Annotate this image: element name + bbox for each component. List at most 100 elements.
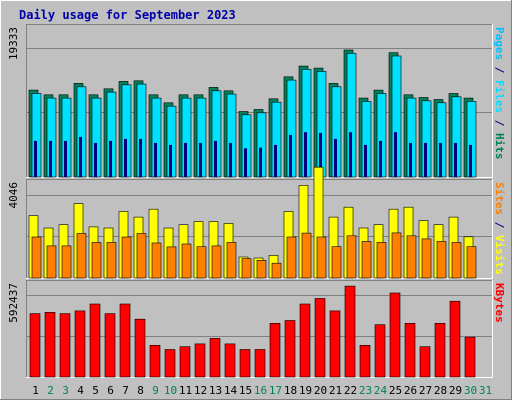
bar-sites-day-1 — [31, 236, 42, 279]
day-label-13: 13 — [209, 384, 222, 397]
day-label-19: 19 — [299, 384, 312, 397]
bar-pages-day-24 — [379, 140, 382, 177]
bar-pages-day-13 — [214, 140, 217, 177]
panel-kbytes: 592437 KBytes — [7, 280, 506, 378]
bar-kbytes-day-21 — [329, 310, 341, 378]
bar-kbytes-day-12 — [194, 343, 206, 378]
bar-sites-day-2 — [46, 245, 57, 279]
legend-word-1: / — [493, 60, 506, 80]
day-label-16: 16 — [254, 384, 267, 397]
legend-word-2: Visits — [493, 235, 506, 275]
day-label-27: 27 — [419, 384, 432, 397]
day-label-8: 8 — [137, 384, 144, 397]
bar-sites-day-11 — [181, 243, 192, 279]
bar-sites-day-6 — [106, 242, 117, 279]
panel-hits-files-pages: 19333 Pages / Files / Hits — [7, 24, 506, 178]
bar-kbytes-day-24 — [374, 324, 386, 378]
bar-pages-day-26 — [409, 142, 412, 177]
day-label-12: 12 — [194, 384, 207, 397]
bar-kbytes-day-14 — [224, 343, 236, 378]
bar-kbytes-day-11 — [179, 346, 191, 378]
bar-kbytes-day-13 — [209, 338, 221, 378]
legend-word-1: / — [493, 215, 506, 235]
bar-pages-day-19 — [304, 132, 307, 177]
bar-kbytes-day-25 — [389, 292, 401, 378]
bar-pages-day-15 — [244, 148, 247, 177]
bar-kbytes-day-7 — [119, 303, 131, 378]
bar-kbytes-day-23 — [359, 344, 371, 378]
day-label-4: 4 — [77, 384, 84, 397]
bar-kbytes-day-6 — [104, 313, 116, 378]
day-label-30: 30 — [464, 384, 477, 397]
day-label-24: 24 — [374, 384, 388, 397]
panel-max-label: 592437 — [7, 283, 20, 323]
legend-word-0: Pages — [493, 27, 506, 60]
bar-kbytes-day-27 — [419, 346, 431, 378]
day-label-28: 28 — [434, 384, 447, 397]
bar-pages-day-2 — [49, 140, 52, 177]
day-label-23: 23 — [359, 384, 372, 397]
bar-kbytes-day-22 — [344, 285, 356, 378]
day-label-7: 7 — [122, 384, 129, 397]
day-label-15: 15 — [239, 384, 252, 397]
bar-pages-day-17 — [274, 144, 277, 177]
bar-kbytes-day-9 — [149, 344, 161, 378]
day-label-18: 18 — [284, 384, 297, 397]
legend-word-3: / — [493, 113, 506, 133]
bar-sites-day-21 — [331, 246, 342, 279]
bar-kbytes-day-29 — [449, 300, 461, 378]
bar-pages-day-12 — [199, 142, 202, 177]
bar-sites-day-12 — [196, 246, 207, 279]
bar-kbytes-day-30 — [464, 336, 476, 378]
panel-visits-sites: 4046 Sites / Visits — [7, 166, 506, 279]
bar-pages-day-10 — [169, 144, 172, 177]
day-label-26: 26 — [404, 384, 417, 397]
bar-sites-day-18 — [286, 236, 297, 279]
day-label-14: 14 — [224, 384, 238, 397]
bar-pages-day-16 — [259, 147, 262, 177]
day-label-25: 25 — [389, 384, 402, 397]
bar-pages-day-22 — [349, 132, 352, 177]
bar-sites-day-28 — [436, 241, 447, 279]
bar-kbytes-day-10 — [164, 349, 176, 378]
bar-kbytes-day-19 — [299, 303, 311, 378]
legend-word-0: KBytes — [493, 283, 506, 323]
bar-pages-day-29 — [454, 142, 457, 177]
bar-sites-day-24 — [376, 242, 387, 279]
day-label-6: 6 — [107, 384, 114, 397]
legend-word-0: Sites — [493, 182, 506, 215]
bar-pages-day-28 — [439, 142, 442, 177]
bar-sites-day-19 — [301, 232, 312, 279]
bar-kbytes-day-16 — [254, 349, 266, 378]
day-label-22: 22 — [344, 384, 357, 397]
bar-pages-day-30 — [469, 144, 472, 177]
bar-kbytes-day-17 — [269, 322, 281, 378]
bar-kbytes-day-3 — [59, 313, 71, 378]
day-label-20: 20 — [314, 384, 327, 397]
day-label-2: 2 — [47, 384, 54, 397]
bar-pages-day-21 — [334, 138, 337, 177]
chart-panels: 19333 Pages / Files / Hits 4046 Sites / Vis… — [7, 24, 506, 378]
bar-sites-day-9 — [151, 242, 162, 279]
panel-legend: Pages / Files / Hits — [493, 27, 506, 160]
day-label-1: 1 — [32, 384, 39, 397]
bar-pages-day-4 — [79, 136, 82, 177]
day-labels: 1 2 3 4 5 6 7 8 9 10 11 12 13 14 15 16 17 18 19 20 21 22 23 24 2… — [32, 384, 492, 397]
bar-pages-day-7 — [124, 138, 127, 177]
bar-pages-day-25 — [394, 132, 397, 177]
panel-max-label: 19333 — [7, 27, 20, 60]
bar-kbytes-day-15 — [239, 349, 251, 378]
bar-pages-day-20 — [319, 132, 322, 177]
bar-sites-day-29 — [451, 242, 462, 279]
bar-pages-day-3 — [64, 140, 67, 177]
panel-max-label: 4046 — [7, 182, 20, 209]
bar-pages-day-9 — [154, 142, 157, 177]
bar-pages-day-5 — [94, 142, 97, 177]
chart-title: Daily usage for September 2023 — [19, 8, 236, 22]
legend-word-4: Hits — [493, 133, 506, 160]
bar-pages-day-1 — [34, 140, 37, 177]
bar-sites-day-20 — [316, 236, 327, 279]
bar-sites-day-22 — [346, 235, 357, 279]
